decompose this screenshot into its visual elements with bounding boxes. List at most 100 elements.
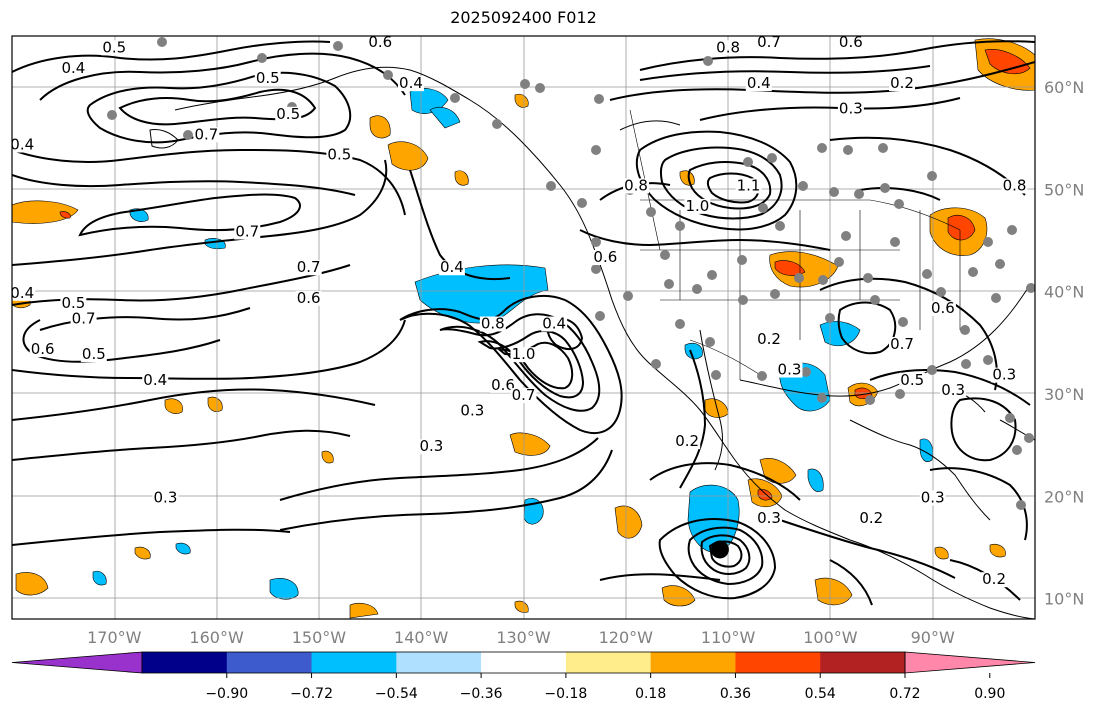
- contour-label: 0.4: [440, 258, 464, 276]
- contour-labels: 0.40.50.50.60.40.50.70.40.50.70.70.60.40…: [10, 33, 1028, 588]
- contour-label: 0.5: [61, 294, 85, 312]
- lat-tick-label: 50°N: [1044, 180, 1084, 199]
- contour-label: 0.5: [102, 38, 126, 56]
- contour-label: 0.7: [235, 222, 259, 240]
- colorbar-segment: [142, 652, 228, 673]
- lon-tick-label: 150°W: [292, 628, 347, 647]
- colorbar-tick-label: 0.90: [974, 686, 1005, 702]
- contour-label-bg: [490, 377, 517, 393]
- contour-label-bg: [234, 224, 261, 240]
- contour-label-bg: [684, 198, 711, 214]
- contour-label-bg: [899, 372, 926, 388]
- contour-label-bg: [837, 101, 864, 117]
- colorbar-segment: [226, 652, 313, 673]
- contour-label-bg: [326, 147, 353, 163]
- contour-label: 0.6: [368, 33, 392, 51]
- colorbar-tick-label: −0.90: [205, 686, 248, 702]
- contour-label-bg: [367, 36, 394, 51]
- lon-tick-label: 120°W: [599, 628, 654, 647]
- contour-label: 0.3: [420, 437, 444, 455]
- contour-label-bg: [60, 296, 87, 312]
- lon-tick-label: 130°W: [496, 628, 551, 647]
- contour-label: 0.6: [297, 289, 321, 307]
- contour-label-bg: [80, 347, 107, 363]
- colorbar-tick-label: 0.72: [889, 686, 920, 702]
- contour-label: 0.2: [982, 570, 1006, 588]
- colorbar-outline: [141, 651, 906, 674]
- colorbar-segment: [565, 652, 652, 673]
- contour-label-bg: [12, 137, 36, 153]
- latitude-tick-labels: 10°N 20°N 30°N 40°N 50°N 60°N: [1044, 78, 1084, 608]
- contour-label-bg: [12, 285, 36, 301]
- colorbar-min-extend: [11, 651, 143, 674]
- contour-label: 0.3: [460, 401, 484, 419]
- colorbar: [11, 651, 1036, 674]
- contour-label: 0.4: [10, 284, 34, 302]
- political-borders: [629, 109, 961, 380]
- contour-label: 0.3: [154, 488, 178, 506]
- colorbar-tick-label: −0.36: [460, 686, 503, 702]
- contour-label: 0.6: [31, 340, 55, 358]
- contour-label-bg: [776, 362, 803, 378]
- contour-label: 0.6: [839, 33, 863, 51]
- contour-label: 0.7: [890, 335, 914, 353]
- contour-label-bg: [858, 510, 885, 526]
- contour-label: 0.8: [624, 176, 648, 194]
- contour-label: 1.0: [685, 197, 709, 215]
- contour-label-bg: [479, 316, 506, 332]
- colorbar-segment: [481, 652, 567, 673]
- contour-label-bg: [70, 311, 97, 327]
- contour-label-bg: [756, 331, 783, 347]
- hurricane-center-dot-icon: [710, 540, 729, 559]
- colorbar-tick-label: 0.54: [805, 686, 836, 702]
- contour-label-bg: [29, 342, 56, 358]
- contour-label-bg: [981, 572, 1008, 588]
- contour-label: 0.3: [839, 100, 863, 118]
- lat-tick-label: 30°N: [1044, 385, 1084, 404]
- contour-label-bg: [715, 40, 742, 56]
- colorbar-segment: [735, 652, 821, 673]
- contour-label-bg: [674, 434, 701, 450]
- colorbar-tick-label: 0.18: [635, 686, 666, 702]
- contour-label: 0.2: [675, 432, 699, 450]
- contour-label: 1.1: [737, 176, 761, 194]
- contour-label-bg: [756, 510, 783, 526]
- contour-label-bg: [142, 372, 169, 388]
- contour-label-bg: [919, 490, 946, 506]
- contour-label: 0.4: [10, 136, 34, 154]
- contour-label: 0.4: [61, 59, 85, 77]
- contour-label: 0.3: [941, 381, 965, 399]
- contour-label: 0.8: [1003, 176, 1027, 194]
- contour-label-bg: [438, 260, 465, 276]
- contour-label: 0.3: [778, 361, 802, 379]
- contour-label-bg: [592, 250, 619, 266]
- contour-label: 0.5: [327, 146, 351, 164]
- contour-label: 0.7: [512, 386, 536, 404]
- contour-label-bg: [459, 403, 486, 419]
- colorbar-max-extend: [904, 651, 1036, 674]
- contour-label: 0.5: [82, 345, 106, 363]
- contour-label-bg: [940, 382, 967, 398]
- contour-label-bg: [275, 106, 302, 122]
- contour-label: 0.4: [747, 74, 771, 92]
- contour-label-bg: [254, 71, 281, 87]
- contour-label: 0.7: [72, 309, 96, 327]
- colorbar-tick-labels: −0.90 −0.72 −0.54 −0.36 −0.18 0.18 0.36 0.54 0.7…: [205, 673, 1005, 702]
- contour-label: 0.5: [276, 105, 300, 123]
- contour-label: 0.8: [481, 315, 505, 333]
- contour-label: 0.3: [921, 488, 945, 506]
- colorbar-tick-label: −0.72: [290, 686, 333, 702]
- contour-label-bg: [929, 301, 956, 317]
- lon-tick-label: 140°W: [394, 628, 449, 647]
- map-frame: [11, 35, 1036, 620]
- contour-label-bg: [193, 127, 220, 143]
- contour-label: 0.2: [757, 330, 781, 348]
- lon-tick-label: 90°W: [911, 628, 955, 647]
- contour-label-bg: [101, 40, 128, 56]
- contour-label: 0.2: [859, 509, 883, 527]
- contour-label: 1.0: [512, 345, 536, 363]
- contour-label: 0.5: [900, 371, 924, 389]
- contour-label-bg: [837, 36, 864, 51]
- contour-label: 0.4: [542, 315, 566, 333]
